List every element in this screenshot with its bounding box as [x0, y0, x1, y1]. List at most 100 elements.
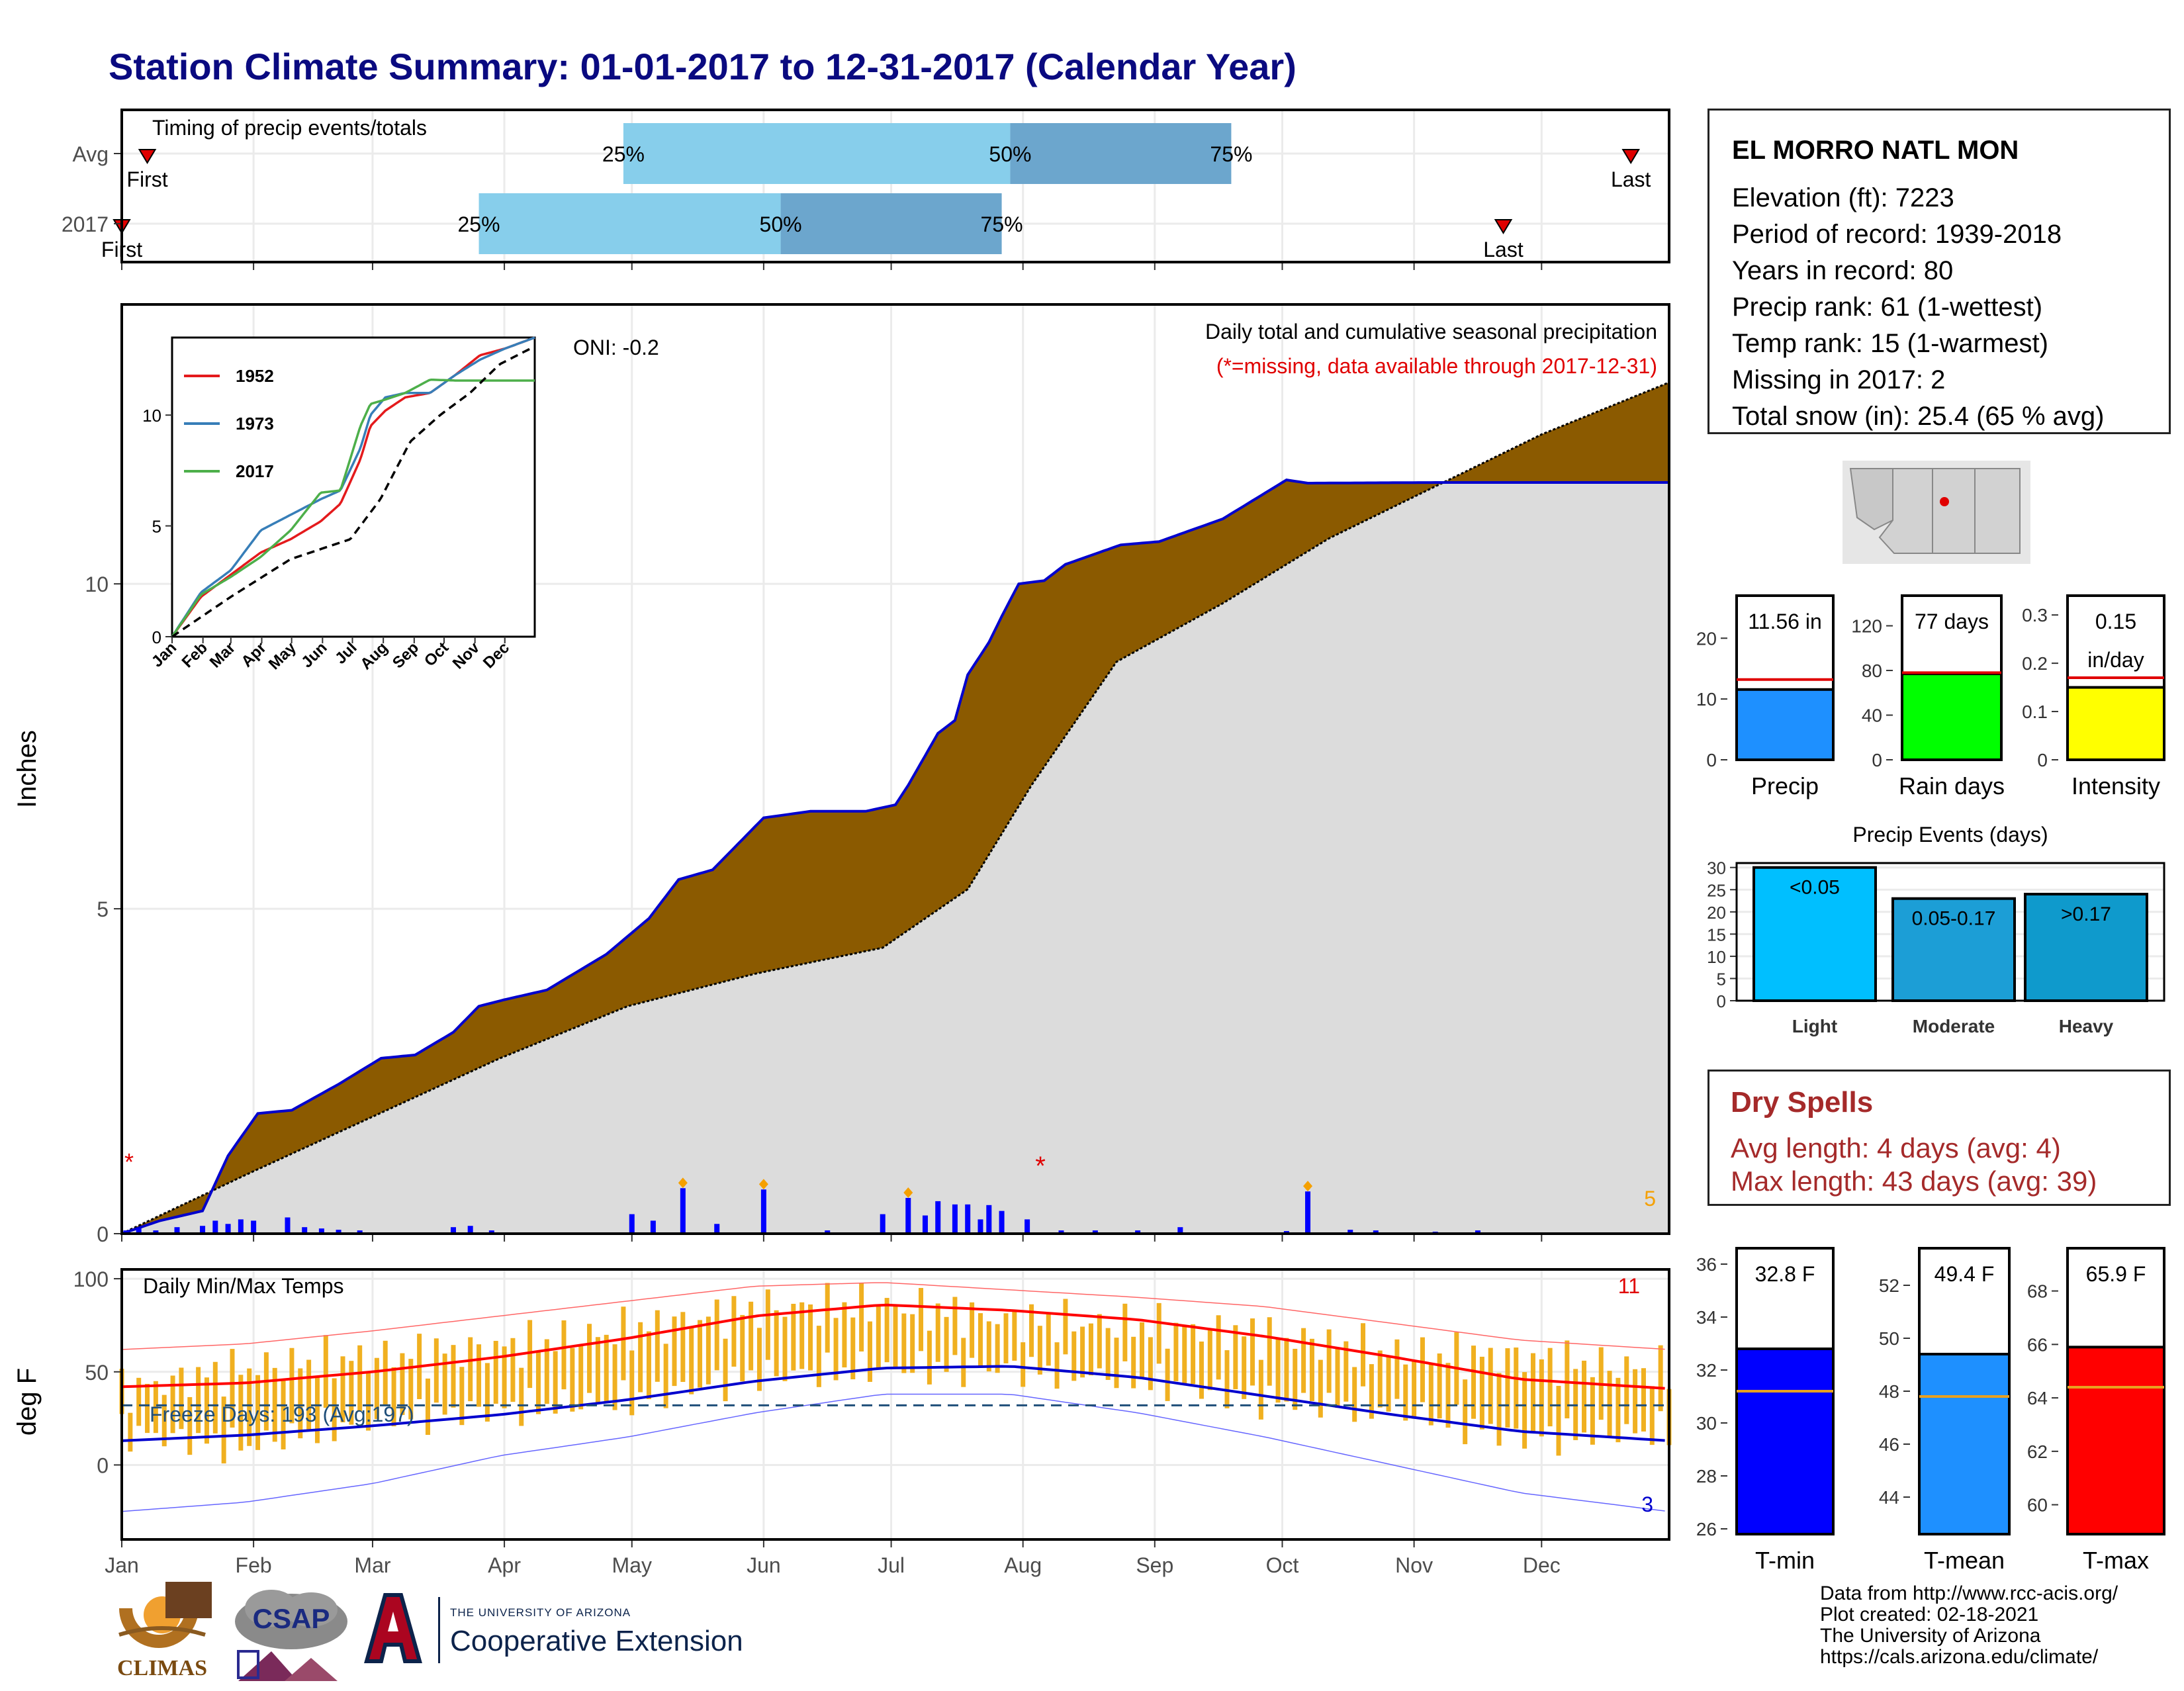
events-y-tick-label: 20	[1707, 903, 1726, 923]
daily-temp-range-bar	[1097, 1314, 1102, 1369]
gauge-0-y-tick-label: 20	[1696, 628, 1717, 649]
daily-temp-range-bar	[1131, 1336, 1136, 1389]
temp-y-axis-label: deg F	[13, 1368, 42, 1436]
daily-temp-range-bar	[1352, 1367, 1357, 1422]
daily-temp-range-bar	[919, 1288, 924, 1351]
month-tick-label: Jan	[105, 1553, 139, 1577]
daily-temp-range-bar	[1463, 1379, 1468, 1445]
tbar-2-y-tick-label: 62	[2027, 1441, 2048, 1462]
daily-precip-bar	[225, 1224, 231, 1234]
map-state-shape	[1849, 468, 1893, 531]
daily-precip-bar	[680, 1188, 686, 1234]
first-event-marker	[138, 149, 157, 164]
first-event-label: First	[126, 167, 167, 191]
daily-precip-bar	[1058, 1230, 1064, 1234]
daily-temp-range-bar	[595, 1337, 600, 1404]
tbar-0-y-tick-label: 30	[1696, 1413, 1717, 1434]
daily-temp-range-bar	[1191, 1324, 1196, 1385]
daily-precip-bar	[336, 1230, 341, 1234]
daily-temp-range-bar	[1293, 1348, 1298, 1410]
month-tick-label: Feb	[236, 1553, 272, 1577]
station-snow: Total snow (in): 25.4 (65 % avg)	[1732, 402, 2105, 431]
gauge-0-value-label: 11.56 in	[1748, 610, 1822, 633]
daily-temp-range-bar	[230, 1349, 235, 1428]
events-y-tick-label: 10	[1707, 947, 1726, 967]
daily-temp-range-bar	[1080, 1326, 1085, 1378]
ua-small-text: THE UNIVERSITY OF ARIZONA	[450, 1606, 631, 1619]
daily-temp-range-bar	[1361, 1323, 1366, 1387]
daily-temp-range-bar	[238, 1375, 244, 1451]
daily-precip-bar	[488, 1230, 494, 1234]
daily-temp-range-bar	[1420, 1337, 1425, 1402]
daily-precip-bar	[935, 1201, 941, 1234]
station-name: EL MORRO NATL MON	[1732, 136, 2019, 165]
events-bar-label: <0.05	[1790, 877, 1840, 899]
precip-y-tick-label: 0	[97, 1222, 109, 1246]
daily-temp-range-bar	[978, 1313, 983, 1366]
daily-temp-range-bar	[1054, 1342, 1060, 1389]
precip-y-tick-label: 5	[97, 897, 109, 921]
gauge-1-y-tick-label: 40	[1862, 706, 1882, 726]
tbar-2-value-label: 65.9 F	[2086, 1262, 2146, 1286]
inset-legend-label: 1952	[236, 366, 274, 386]
daily-temp-range-bar	[136, 1377, 142, 1426]
events-bar-label: 0.05-0.17	[1912, 908, 1996, 930]
last-event-label: Last	[1483, 238, 1524, 261]
daily-temp-range-bar	[391, 1367, 396, 1427]
events-y-tick-label: 30	[1707, 858, 1726, 878]
tbar-0-bar	[1735, 1348, 1835, 1535]
daily-precip-bar	[952, 1204, 958, 1234]
daily-temp-range-bar	[935, 1303, 940, 1362]
daily-precip-bar	[136, 1228, 142, 1234]
daily-temp-range-bar	[544, 1339, 549, 1404]
station-info-box: EL MORRO NATL MON Elevation (ft): 7223 P…	[1707, 109, 2171, 434]
gauge-1-y-tick-label: 80	[1862, 661, 1882, 681]
daily-temp-range-bar	[484, 1363, 490, 1422]
daily-temp-range-bar	[663, 1344, 668, 1408]
daily-temp-range-bar	[247, 1368, 252, 1446]
daily-temp-range-bar	[655, 1310, 660, 1382]
daily-temp-range-bar	[782, 1316, 788, 1381]
daily-temp-range-bar	[604, 1334, 609, 1402]
daily-temp-range-bar	[816, 1326, 821, 1387]
daily-temp-range-bar	[646, 1331, 651, 1399]
tbar-0-y-tick-label: 34	[1696, 1307, 1717, 1328]
dry-spells-max: Max length: 43 days (avg: 39)	[1731, 1165, 2097, 1197]
timing-p75-label: 75%	[981, 212, 1023, 236]
daily-precip-bar	[629, 1214, 635, 1234]
daily-temp-range-bar	[1479, 1356, 1484, 1430]
precip-caption-missing: (*=missing, data available through 2017-…	[1216, 354, 1657, 378]
tbar-1-y-tick-label: 52	[1879, 1275, 1899, 1296]
extreme-event-marker	[903, 1187, 913, 1198]
average-high-line	[121, 1303, 1665, 1390]
timing-p25-label: 25%	[602, 142, 645, 166]
daily-temp-range-bar	[451, 1345, 456, 1408]
daily-temp-range-bar	[689, 1328, 694, 1394]
daily-temp-range-bar	[1114, 1338, 1119, 1389]
tbar-2-y-tick-label: 66	[2027, 1334, 2048, 1355]
daily-temp-range-bar	[1386, 1356, 1391, 1412]
inset-y-tick-label: 10	[142, 406, 161, 426]
daily-temp-range-bar	[493, 1340, 498, 1404]
daily-temp-range-bar	[893, 1304, 898, 1367]
ua-block-a-icon	[364, 1593, 422, 1663]
daily-temp-range-bar	[408, 1359, 414, 1420]
daily-temp-range-bar	[535, 1352, 541, 1414]
daily-temp-range-bar	[1590, 1377, 1595, 1445]
daily-temp-range-bar	[714, 1299, 719, 1371]
gauge-2-y-tick-label: 0.2	[2022, 653, 2048, 674]
daily-temp-range-bar	[1471, 1346, 1477, 1419]
daily-temp-range-bar	[221, 1396, 226, 1464]
dry-spells-title: Dry Spells	[1731, 1086, 1874, 1119]
daily-precip-bar	[285, 1217, 291, 1234]
daily-temp-range-bar	[1649, 1386, 1655, 1445]
csap-cloud-icon	[235, 1590, 347, 1681]
daily-precip-bar	[986, 1205, 992, 1234]
timing-p75-label: 75%	[1210, 142, 1252, 166]
daily-temp-range-bar	[672, 1316, 677, 1387]
daily-temp-range-bar	[502, 1346, 507, 1408]
daily-temp-range-bar	[1148, 1337, 1153, 1391]
month-tick-label: May	[612, 1553, 652, 1577]
inset-y-tick-label: 5	[152, 517, 161, 537]
timing-frame	[120, 109, 1670, 263]
